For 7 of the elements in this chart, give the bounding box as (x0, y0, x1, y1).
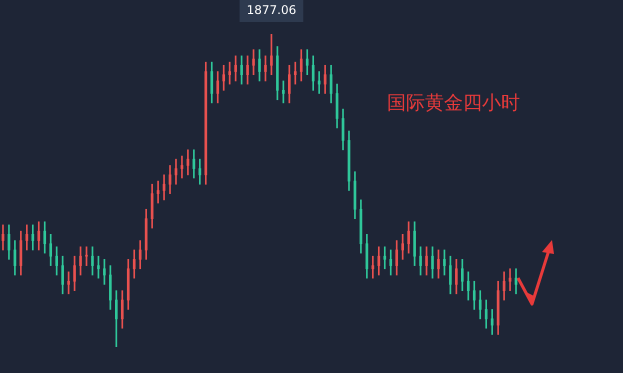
text: 国际黄金四小时 (387, 92, 520, 114)
candlestick (508, 268, 512, 291)
candlestick (85, 246, 88, 266)
candlestick (270, 34, 273, 76)
annotation: 1877.06 (246, 3, 296, 18)
candlestick (180, 156, 184, 178)
candlestick (97, 256, 100, 278)
